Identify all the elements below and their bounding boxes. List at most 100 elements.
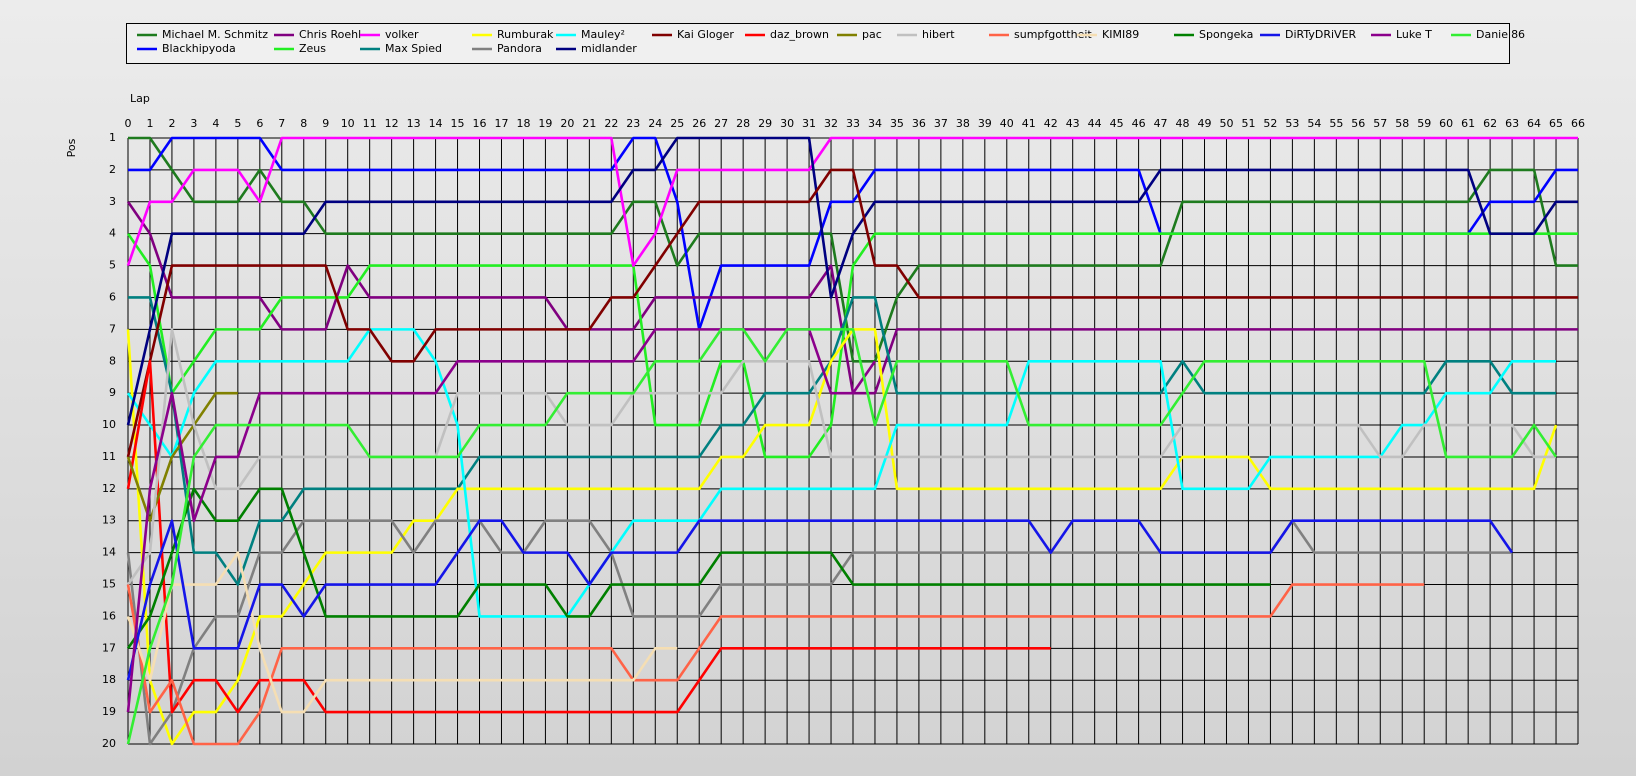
x-tick-label: 65 <box>1549 117 1563 130</box>
x-tick-label: 48 <box>1176 117 1190 130</box>
x-tick-label: 14 <box>429 117 443 130</box>
x-tick-label: 54 <box>1307 117 1321 130</box>
y-tick-label: 2 <box>109 163 116 176</box>
series-line <box>128 136 1578 363</box>
legend-label: Rumburak <box>497 28 554 41</box>
x-tick-label: 29 <box>758 117 772 130</box>
x-tick-label: 44 <box>1088 117 1102 130</box>
legend-label: Pandora <box>497 42 542 55</box>
x-tick-label: 41 <box>1022 117 1036 130</box>
legend-label: pac <box>862 28 882 41</box>
y-tick-label: 19 <box>102 705 116 718</box>
x-tick-label: 45 <box>1110 117 1124 130</box>
x-tick-label: 39 <box>978 117 992 130</box>
x-tick-label: 5 <box>234 117 241 130</box>
x-tick-label: 52 <box>1263 117 1277 130</box>
y-tick-label: 18 <box>102 673 116 686</box>
legend-label: Luke T <box>1396 28 1432 41</box>
x-tick-label: 24 <box>648 117 662 130</box>
y-axis-label: Pos <box>65 138 78 157</box>
x-tick-label: 2 <box>168 117 175 130</box>
x-tick-label: 59 <box>1417 117 1431 130</box>
x-tick-label: 27 <box>714 117 728 130</box>
x-tick-label: 57 <box>1373 117 1387 130</box>
x-tick-label: 31 <box>802 117 816 130</box>
x-tick-label: 28 <box>736 117 750 130</box>
y-tick-label: 12 <box>102 482 116 495</box>
x-tick-label: 34 <box>868 117 882 130</box>
x-tick-label: 66 <box>1571 117 1585 130</box>
y-tick-label: 6 <box>109 290 116 303</box>
series-line <box>126 391 238 523</box>
x-tick-label: 36 <box>912 117 926 130</box>
y-tick-label: 7 <box>109 322 116 335</box>
legend-label: midlander <box>581 42 637 55</box>
legend-label: DiRTyDRiVER <box>1285 28 1357 41</box>
x-tick-label: 63 <box>1505 117 1519 130</box>
y-tick-label: 14 <box>102 546 116 559</box>
series-line <box>126 328 1557 618</box>
y-tick-label: 20 <box>102 737 116 750</box>
series-line <box>126 328 1557 586</box>
x-tick-label: 32 <box>824 117 838 130</box>
legend-label: Zeus <box>299 42 326 55</box>
x-tick-label: 10 <box>341 117 355 130</box>
legend-label: hibert <box>922 28 955 41</box>
legend-label: Kai Gloger <box>677 28 734 41</box>
legend-label: Max Spied <box>385 42 442 55</box>
x-tick-label: 47 <box>1154 117 1168 130</box>
x-tick-label: 35 <box>890 117 904 130</box>
x-tick-label: 25 <box>670 117 684 130</box>
x-tick-label: 11 <box>363 117 377 130</box>
x-tick-label: 0 <box>125 117 132 130</box>
x-tick-label: 53 <box>1285 117 1299 130</box>
y-tick-label: 3 <box>109 195 116 208</box>
x-tick-label: 30 <box>780 117 794 130</box>
y-tick-label: 13 <box>102 514 116 527</box>
x-tick-label: 20 <box>560 117 574 130</box>
y-tick-label: 9 <box>109 386 116 399</box>
legend-label: Mauley² <box>581 28 625 41</box>
y-tick-label: 16 <box>102 609 116 622</box>
series-line <box>126 328 877 713</box>
x-tick-label: 9 <box>322 117 329 130</box>
series-line <box>126 328 1558 745</box>
y-tick-label: 17 <box>102 641 116 654</box>
x-tick-label: 40 <box>1000 117 1014 130</box>
x-tick-label: 16 <box>473 117 487 130</box>
x-tick-label: 50 <box>1219 117 1233 130</box>
legend-label: Spongeka <box>1199 28 1253 41</box>
x-tick-label: 62 <box>1483 117 1497 130</box>
legend-label: daz_brown <box>770 28 829 41</box>
y-tick-label: 5 <box>109 259 116 272</box>
x-tick-label: 17 <box>494 117 508 130</box>
x-tick-label: 13 <box>407 117 421 130</box>
legend-label: Blackhipyoda <box>162 42 236 55</box>
x-tick-label: 21 <box>582 117 596 130</box>
x-tick-label: 15 <box>451 117 465 130</box>
x-tick-label: 18 <box>516 117 530 130</box>
x-tick-label: 19 <box>538 117 552 130</box>
legend-box <box>126 23 1510 64</box>
x-tick-label: 6 <box>256 117 263 130</box>
series-line <box>126 328 1558 746</box>
series-line <box>126 232 1578 459</box>
y-tick-label: 10 <box>102 418 116 431</box>
x-tick-label: 22 <box>604 117 618 130</box>
y-tick-label: 8 <box>109 354 116 367</box>
x-tick-label: 43 <box>1066 117 1080 130</box>
series-line <box>126 519 1513 746</box>
y-tick-label: 4 <box>109 227 116 240</box>
x-axis-label: Lap <box>130 92 150 105</box>
x-tick-label: 60 <box>1439 117 1453 130</box>
y-tick-label: 1 <box>109 131 116 144</box>
x-tick-label: 49 <box>1198 117 1212 130</box>
x-tick-label: 64 <box>1527 117 1541 130</box>
x-tick-label: 42 <box>1044 117 1058 130</box>
x-tick-label: 55 <box>1329 117 1343 130</box>
series-line <box>126 136 1578 426</box>
x-tick-label: 8 <box>300 117 307 130</box>
x-tick-label: 4 <box>212 117 219 130</box>
series-line <box>126 519 1514 681</box>
